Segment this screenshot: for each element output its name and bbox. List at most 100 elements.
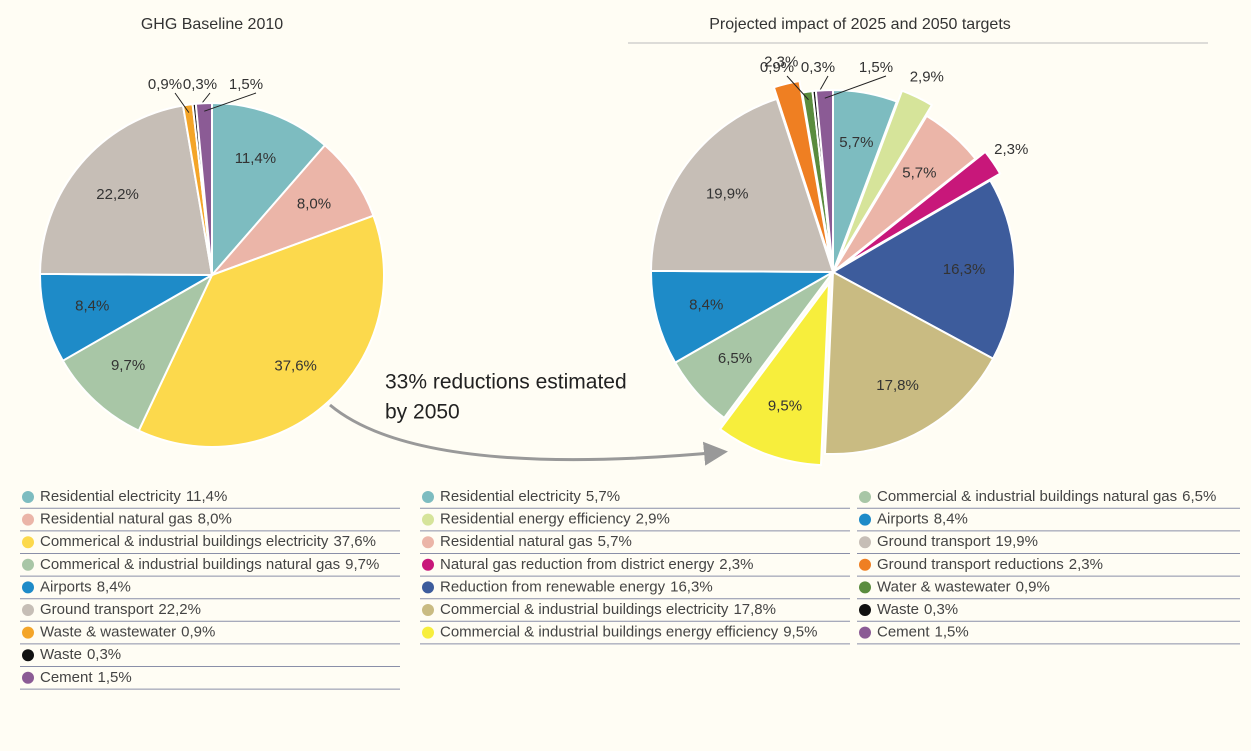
legend-value: 2,3% xyxy=(719,556,753,573)
legend-swatch xyxy=(859,536,871,549)
legend-label: Ground transport 19,9% xyxy=(877,533,1038,550)
legend-name: Waste xyxy=(877,601,919,618)
legend-value: 2,3% xyxy=(1069,556,1103,573)
legend-value: 9,7% xyxy=(345,556,379,573)
legend-swatch xyxy=(859,626,871,639)
legend-swatch xyxy=(22,626,34,639)
legend-label: Residential electricity 11,4% xyxy=(40,488,227,505)
legend-value: 9,5% xyxy=(783,624,817,641)
slice-label: 0,9% xyxy=(760,59,794,76)
legend-name: Airports xyxy=(40,578,92,595)
pie-slice xyxy=(830,178,1016,361)
legend-label: Airports 8,4% xyxy=(40,578,131,595)
slice-label: 2,3% xyxy=(994,141,1028,158)
pie-slice xyxy=(194,101,213,276)
legend-label: Residential electricity 5,7% xyxy=(440,488,620,505)
leader-line xyxy=(174,92,190,113)
legend-name: Cement xyxy=(877,624,930,641)
pie-slice xyxy=(61,272,215,432)
legend-value: 0,9% xyxy=(181,624,215,641)
legend-value: 8,0% xyxy=(198,511,232,528)
legend-label: Ground transport 22,2% xyxy=(40,601,201,618)
pie-slice xyxy=(823,270,995,455)
legend-swatch xyxy=(422,513,434,526)
legend-swatch xyxy=(422,536,434,549)
legend-value: 8,4% xyxy=(934,511,968,528)
legend-name: Commercial & industrial buildings electr… xyxy=(440,601,729,618)
slice-label: 1,5% xyxy=(229,76,263,93)
legend-label: Reduction from renewable energy 16,3% xyxy=(440,578,713,595)
legend-label: Natural gas reduction from district ener… xyxy=(440,556,754,573)
leader-line xyxy=(786,75,809,101)
legend-label: Cement 1,5% xyxy=(40,669,132,686)
legend-label: Water & wastewater 0,9% xyxy=(877,578,1050,595)
legend-label: Commercial & industrial buildings natura… xyxy=(877,488,1216,505)
legend-swatch xyxy=(859,491,871,503)
legend-name: Ground transport xyxy=(877,533,991,550)
legend-name: Waste & wastewater xyxy=(40,624,176,641)
legend-swatch xyxy=(422,491,434,503)
legend-name: Residential natural gas xyxy=(40,511,193,528)
slice-label: 5,7% xyxy=(839,134,873,151)
pie-slice xyxy=(211,101,327,278)
slice-label: 9,7% xyxy=(111,357,145,374)
legend-label: Waste & wastewater 0,9% xyxy=(40,624,215,641)
legend-value: 1,5% xyxy=(98,669,132,686)
legend-label: Cement 1,5% xyxy=(877,624,969,641)
legend-label: Commercial & industrial buildings electr… xyxy=(440,601,776,618)
pie-slice xyxy=(718,280,831,467)
slice-label: 9,5% xyxy=(768,398,802,415)
slice-label: 0,3% xyxy=(183,76,217,93)
legend-label: Commerical & industrial buildings electr… xyxy=(40,533,376,550)
legend-swatch xyxy=(22,558,34,571)
legend-name: Commercial & industrial buildings natura… xyxy=(877,488,1177,505)
legend-swatch xyxy=(422,626,434,639)
legend-value: 37,6% xyxy=(333,533,376,550)
legend-label: Waste 0,3% xyxy=(877,601,958,618)
slice-label: 8,4% xyxy=(689,296,723,313)
slice-label: 22,2% xyxy=(96,186,139,203)
legend-name: Commercial & industrial buildings energy… xyxy=(440,624,779,641)
pie-slice xyxy=(842,150,1002,267)
slice-label: 37,6% xyxy=(274,357,317,374)
legend-value: 1,5% xyxy=(935,624,969,641)
legend-name: Water & wastewater xyxy=(877,578,1011,595)
legend-label: Ground transport reductions 2,3% xyxy=(877,556,1103,573)
slice-label: 8,0% xyxy=(297,196,331,213)
legend-label: Residential natural gas 5,7% xyxy=(440,533,632,550)
legend-value: 5,7% xyxy=(598,533,632,550)
legend-name: Residential natural gas xyxy=(440,533,593,550)
legend-name: Ground transport reductions xyxy=(877,556,1064,573)
legend-swatch xyxy=(22,671,34,684)
legend-value: 5,7% xyxy=(586,488,620,505)
pie-slice xyxy=(772,79,832,261)
legend-swatch xyxy=(422,581,434,594)
slice-label: 2,3% xyxy=(764,53,798,70)
legend-swatch xyxy=(422,604,434,616)
slice-label: 16,3% xyxy=(943,261,986,278)
slice-label: 17,8% xyxy=(876,377,919,394)
annotation: by 2050 xyxy=(385,401,460,424)
legend-value: 0,3% xyxy=(87,646,121,663)
slice-label: 11,4% xyxy=(235,150,276,167)
legend-label: Residential natural gas 8,0% xyxy=(40,511,232,528)
legend-swatch xyxy=(22,513,34,526)
legend-value: 0,9% xyxy=(1016,578,1050,595)
chart-title: GHG Baseline 2010 xyxy=(141,16,283,33)
legend-value: 22,2% xyxy=(158,601,201,618)
legend-swatch xyxy=(22,604,34,616)
pie-slice xyxy=(837,89,934,262)
legend-value: 16,3% xyxy=(670,578,713,595)
pie-slice xyxy=(650,269,837,365)
legend-swatch xyxy=(22,491,34,503)
annotation: 33% reductions estimated xyxy=(385,371,627,394)
legend-swatch xyxy=(22,581,34,594)
slice-label: 19,9% xyxy=(706,186,749,203)
legend-name: Natural gas reduction from district ener… xyxy=(440,556,715,573)
legend-name: Commerical & industrial buildings electr… xyxy=(40,533,329,550)
slice-label: 2,9% xyxy=(910,68,944,85)
leader-line xyxy=(824,75,887,99)
legend-value: 2,9% xyxy=(636,511,670,528)
legend-value: 19,9% xyxy=(995,533,1038,550)
